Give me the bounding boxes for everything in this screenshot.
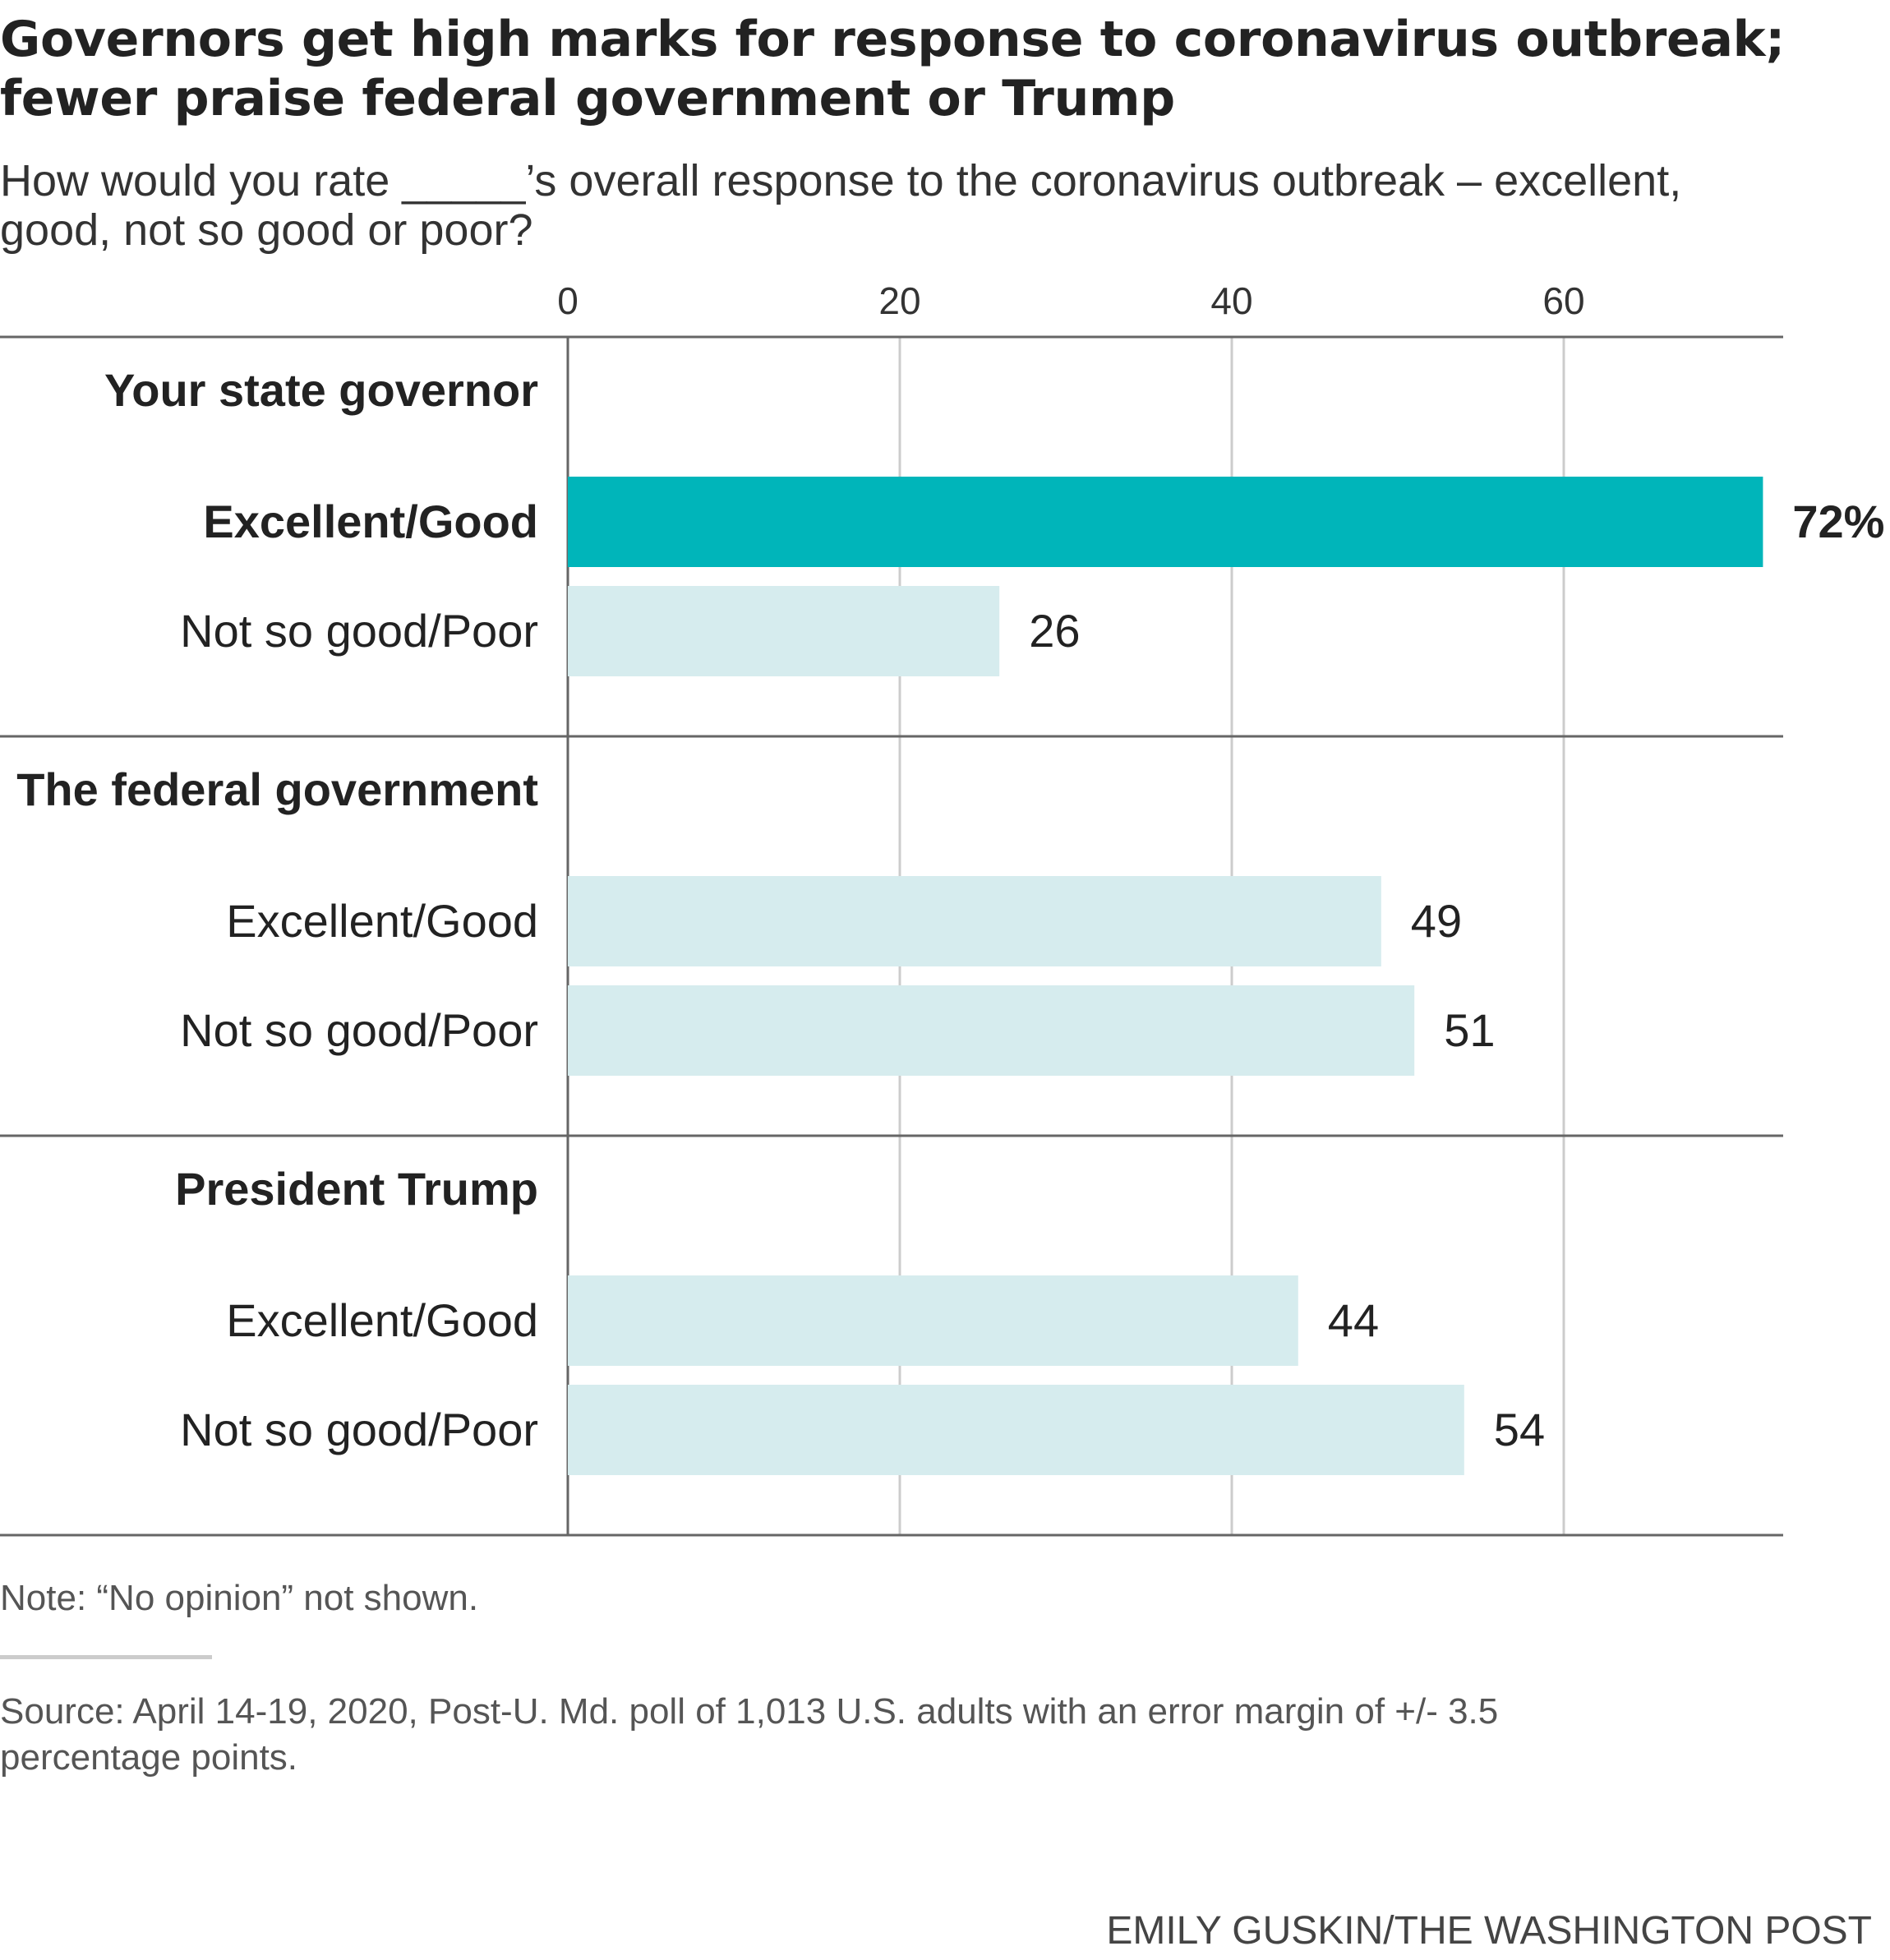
source-line-2: percentage points. [0, 1737, 298, 1778]
chart-credit: EMILY GUSKIN/THE WASHINGTON POST [1106, 1909, 1872, 1953]
x-tick-label: 40 [1210, 279, 1252, 322]
source-line-1: Source: April 14-19, 2020, Post-U. Md. p… [0, 1691, 1499, 1732]
title-line-2: fewer praise federal government or Trump [0, 70, 1175, 127]
bar-value-label: 54 [1494, 1404, 1545, 1455]
bar-category-label: Excellent/Good [203, 496, 538, 547]
x-tick-label: 20 [878, 279, 920, 322]
chart-subtitle: How would you rate _____’s overall respo… [0, 156, 1841, 255]
bar-category-label: Not so good/Poor [180, 1404, 538, 1455]
chart-source: Source: April 14-19, 2020, Post-U. Md. p… [0, 1689, 1857, 1781]
bar-chart: 0 20 40 60 Your state governor Excellent/Good… [0, 279, 1884, 1537]
bar-value-label: 49 [1411, 895, 1462, 947]
group-label: President Trump [175, 1163, 538, 1215]
bar-value-label: 51 [1444, 1004, 1495, 1056]
chart-note: Note: “No opinion” not shown. [0, 1578, 479, 1618]
bar [568, 1385, 1464, 1475]
bar-category-label: Excellent/Good [226, 895, 538, 947]
x-tick-label: 0 [557, 279, 579, 322]
footer-divider [0, 1655, 212, 1659]
bar-highlight [568, 477, 1763, 567]
bar-value-label: 72% [1792, 496, 1884, 547]
bar-category-label: Excellent/Good [226, 1294, 538, 1346]
bar [568, 876, 1381, 966]
x-tick-label: 60 [1542, 279, 1584, 322]
subtitle-line-1: How would you rate _____’s overall respo… [0, 156, 1682, 205]
bar-value-label: 44 [1328, 1294, 1379, 1346]
subtitle-line-2: good, not so good or poor? [0, 205, 533, 255]
bar [568, 985, 1415, 1076]
group-label: Your state governor [104, 364, 538, 416]
bar-category-label: Not so good/Poor [180, 1004, 538, 1056]
group-label: The federal government [16, 763, 538, 815]
title-line-1: Governors get high marks for response to… [0, 11, 1785, 68]
bar [568, 586, 1000, 676]
bar-value-label: 26 [1029, 605, 1080, 657]
bar [568, 1275, 1298, 1366]
chart-title: Governors get high marks for response to… [0, 10, 1874, 128]
bar-category-label: Not so good/Poor [180, 605, 538, 657]
